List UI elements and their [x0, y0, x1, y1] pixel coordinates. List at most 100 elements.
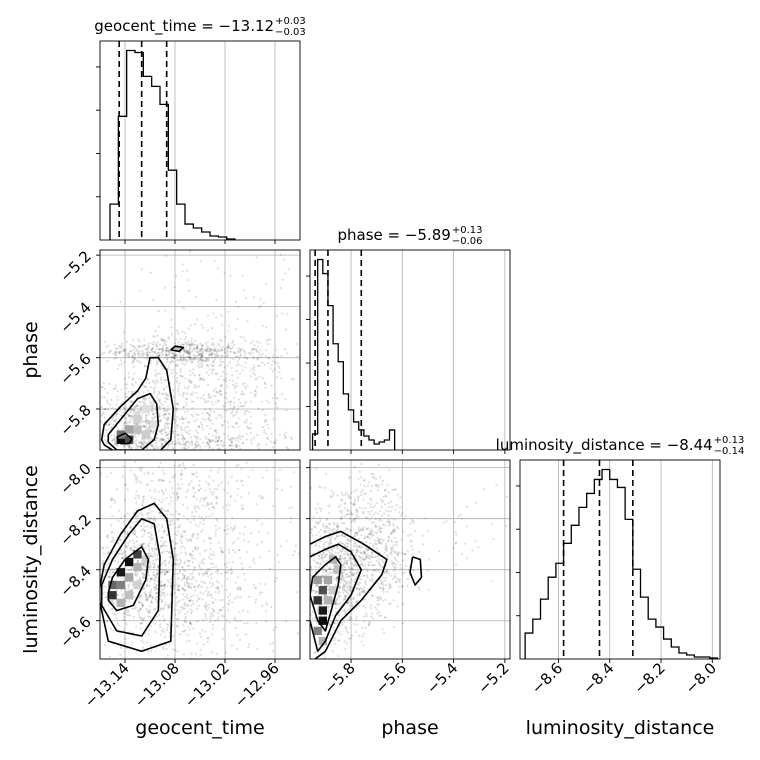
scatter-point [324, 573, 327, 577]
scatter-point [388, 520, 391, 524]
scatter-point [222, 444, 226, 447]
scatter-point [240, 435, 243, 438]
scatter-point [170, 523, 173, 526]
scatter-point [209, 593, 212, 596]
scatter-point [202, 352, 205, 355]
scatter-point [166, 358, 169, 361]
scatter-point [128, 421, 131, 424]
scatter-point [351, 605, 354, 608]
scatter-point [162, 437, 165, 441]
scatter-point [211, 395, 214, 398]
scatter-point [388, 583, 391, 586]
scatter-point [154, 564, 157, 567]
scatter-point [273, 367, 276, 370]
scatter-point [186, 359, 190, 362]
scatter-point [368, 512, 371, 515]
scatter-point [126, 512, 129, 515]
scatter-point [132, 358, 135, 361]
scatter-point [334, 600, 337, 603]
scatter-point [200, 352, 203, 355]
scatter-point [191, 391, 194, 394]
scatter-point [281, 278, 285, 281]
scatter-point [335, 579, 338, 582]
scatter-point [320, 555, 324, 558]
scatter-point [149, 526, 152, 529]
scatter-point [97, 565, 99, 567]
scatter-point [81, 593, 83, 595]
scatter-point [209, 472, 211, 474]
scatter-point [237, 347, 240, 350]
scatter-point [339, 555, 342, 558]
scatter-point [146, 579, 149, 582]
scatter-point [166, 367, 169, 370]
scatter-point [176, 434, 180, 437]
scatter-point [219, 361, 222, 364]
scatter-point [365, 553, 368, 556]
scatter-point [182, 624, 185, 627]
scatter-point [89, 437, 91, 439]
scatter-point [134, 515, 137, 518]
scatter-point [352, 597, 355, 600]
scatter-point [189, 521, 192, 524]
scatter-point [188, 538, 191, 541]
scatter-point [80, 438, 82, 440]
scatter-point [335, 563, 339, 566]
scatter-point [395, 544, 398, 547]
scatter-point [360, 559, 363, 562]
scatter-point [340, 534, 343, 537]
scatter-point [222, 615, 225, 618]
scatter-point [394, 530, 397, 533]
scatter-point [188, 369, 191, 373]
scatter-point [203, 581, 207, 584]
scatter-point [165, 409, 169, 412]
scatter-point [101, 562, 104, 566]
scatter-point [345, 550, 348, 554]
scatter-point [247, 352, 250, 355]
scatter-point [207, 453, 209, 455]
scatter-point [187, 483, 190, 486]
scatter-point [180, 578, 183, 581]
scatter-point [138, 392, 141, 395]
scatter-point [383, 632, 386, 635]
scatter-point [175, 407, 178, 410]
scatter-point [181, 545, 184, 548]
scatter-point [150, 444, 153, 447]
scatter-point [169, 520, 172, 523]
scatter-point [190, 441, 193, 444]
scatter-point [265, 601, 268, 605]
scatter-point [176, 354, 179, 357]
scatter-point [183, 620, 186, 624]
scatter-point [161, 403, 164, 406]
scatter-point [137, 507, 140, 510]
scatter-point [189, 347, 192, 350]
scatter-point [371, 556, 374, 559]
scatter-point [163, 583, 166, 586]
scatter-point [226, 571, 229, 574]
scatter-point [151, 577, 154, 580]
scatter-point [379, 614, 383, 617]
scatter-point [260, 497, 263, 500]
scatter-point [358, 593, 361, 597]
scatter-point [279, 253, 282, 256]
scatter-point [209, 348, 212, 351]
scatter-point [176, 496, 180, 499]
scatter-point [340, 581, 343, 584]
scatter-point [169, 557, 172, 560]
scatter-point [125, 421, 128, 424]
scatter-point [378, 539, 381, 542]
scatter-point [331, 549, 334, 553]
scatter-point [196, 347, 199, 350]
scatter-point [249, 375, 252, 378]
title-upper: +0.13 [452, 225, 483, 236]
scatter-point [260, 400, 263, 403]
scatter-point [344, 611, 347, 614]
scatter-point [189, 359, 193, 362]
scatter-point [192, 577, 195, 580]
scatter-point [233, 597, 237, 600]
scatter-point [353, 580, 356, 583]
scatter-point [159, 437, 162, 440]
scatter-point [194, 347, 197, 350]
scatter-point [237, 363, 240, 366]
scatter-point [266, 437, 269, 440]
scatter-point [403, 571, 407, 574]
